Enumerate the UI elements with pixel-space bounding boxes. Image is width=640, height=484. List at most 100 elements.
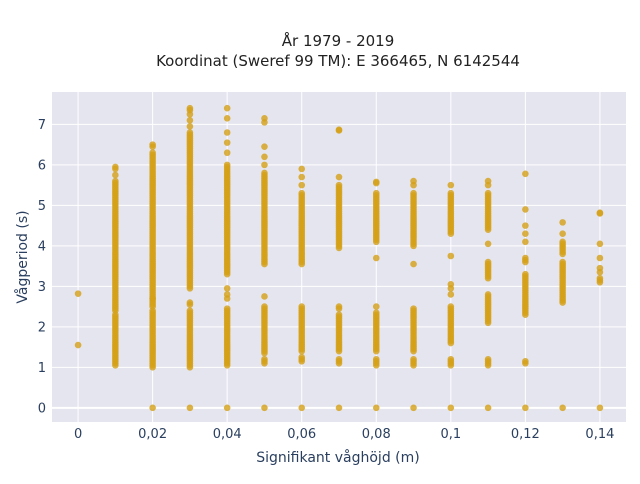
data-point (223, 149, 231, 157)
data-point (149, 295, 156, 302)
data-point (447, 303, 455, 310)
x-tick-label: 0,08 (362, 427, 391, 442)
data-point (261, 303, 268, 310)
data-point (149, 303, 156, 310)
data-point (447, 404, 455, 412)
data-point (261, 153, 268, 161)
data-point (223, 115, 231, 122)
y-tick-label: 3 (38, 280, 46, 295)
data-point (447, 291, 455, 298)
data-point (372, 178, 380, 186)
x-tick-label: 0 (74, 427, 82, 442)
data-point (372, 303, 380, 310)
data-point (223, 139, 231, 146)
data-point (596, 254, 604, 262)
data-point (522, 270, 529, 278)
data-point (261, 143, 268, 150)
x-tick-label: 0,12 (511, 427, 540, 442)
data-point (484, 177, 492, 185)
data-point (447, 252, 455, 260)
data-point (522, 230, 529, 238)
data-point (335, 303, 343, 310)
chart-title-line2: Koordinat (Sweref 99 TM): E 366465, N 61… (156, 52, 520, 70)
data-point (186, 104, 194, 112)
data-point (522, 222, 529, 229)
data-point (372, 254, 380, 262)
data-point (522, 170, 529, 178)
y-tick-label: 6 (38, 158, 46, 173)
data-point (298, 303, 306, 310)
data-point (298, 189, 306, 197)
x-tick-label: 0,04 (213, 427, 242, 442)
data-point (484, 355, 492, 363)
data-point (335, 404, 343, 412)
data-point (298, 260, 306, 268)
data-point (522, 254, 529, 262)
data-point (149, 141, 156, 148)
data-point (372, 404, 380, 412)
data-point (261, 161, 268, 169)
x-tick-label: 0,1 (440, 427, 461, 442)
data-point (559, 230, 566, 238)
y-tick-label: 2 (38, 320, 46, 335)
data-point (596, 264, 604, 272)
data-point (522, 206, 529, 213)
data-point (261, 115, 268, 122)
data-point (447, 189, 455, 197)
data-points (74, 104, 604, 412)
data-point (149, 404, 156, 412)
data-point (112, 171, 119, 179)
data-point (410, 305, 417, 312)
data-point (149, 149, 156, 157)
data-point (261, 169, 268, 177)
data-point (410, 177, 417, 185)
plot-background (52, 92, 626, 422)
data-point (596, 404, 604, 412)
x-axis-title: Signifikant våghöjd (m) (256, 449, 419, 466)
data-point (223, 404, 231, 412)
data-point (484, 291, 492, 298)
data-point (484, 189, 492, 197)
y-tick-labels: 0 1 2 3 4 5 6 7 (38, 118, 46, 416)
data-point (298, 353, 306, 361)
data-point (522, 357, 529, 365)
data-point (335, 173, 343, 181)
data-point (186, 307, 194, 314)
data-point (522, 404, 529, 412)
chart-title-line1: År 1979 - 2019 (282, 31, 395, 50)
data-point (74, 290, 82, 297)
data-point (410, 189, 417, 197)
data-point (223, 129, 231, 136)
data-point (261, 293, 268, 300)
x-tick-label: 0,02 (138, 427, 167, 442)
y-tick-label: 0 (38, 401, 46, 416)
data-point (484, 258, 492, 266)
data-point (112, 177, 119, 185)
data-point (335, 311, 343, 318)
data-point (335, 355, 343, 363)
x-tick-labels: 0 0,02 0,04 0,06 0,08 0,1 0,12 0,14 (74, 427, 614, 442)
data-point (522, 238, 529, 246)
data-point (186, 123, 194, 130)
data-point (298, 165, 306, 173)
data-point (223, 285, 231, 292)
data-point (596, 209, 604, 216)
data-point (74, 341, 82, 349)
y-axis-title: Vågperiod (s) (14, 210, 31, 303)
data-point (261, 355, 268, 363)
data-point (298, 181, 306, 189)
data-point (484, 240, 492, 248)
data-point (447, 281, 455, 288)
data-point (298, 173, 306, 181)
data-point (596, 274, 604, 282)
data-point (112, 163, 119, 171)
data-point (410, 355, 417, 363)
data-point (372, 309, 380, 316)
data-point (559, 238, 566, 246)
data-point (447, 355, 455, 363)
y-tick-label: 5 (38, 199, 46, 214)
x-tick-label: 0,06 (287, 427, 316, 442)
data-point (410, 404, 417, 412)
